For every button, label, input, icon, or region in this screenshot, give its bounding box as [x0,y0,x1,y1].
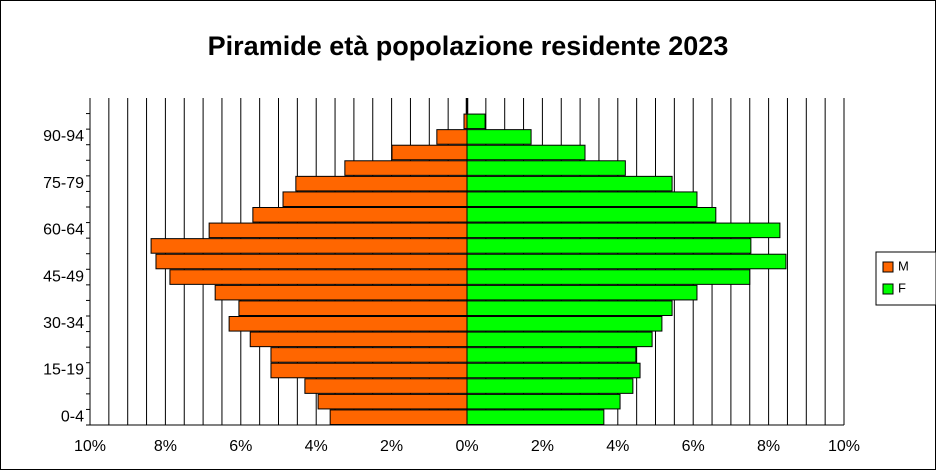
bar [214,284,468,301]
x-tick-label: 0% [455,438,478,455]
bar [238,300,468,316]
bar [249,331,468,348]
legend-swatch [882,261,894,273]
bar [391,144,468,161]
bar [282,191,468,208]
bar [466,362,641,379]
x-tick-label: 6% [229,438,252,455]
bar [466,175,673,192]
bar [466,347,637,363]
y-tick-label: 30-34 [43,315,84,332]
bar [466,331,653,348]
x-tick-label: 4% [305,438,328,455]
x-tick-label: 10% [74,438,106,455]
x-tick-label: 4% [606,438,629,455]
bar [466,160,626,176]
bar [295,175,468,192]
bar [466,316,663,332]
legend-label: F [898,280,906,295]
y-tick-label: 60-64 [43,222,84,239]
bar [270,362,468,379]
bar [304,378,468,394]
x-tick-label: 10% [828,438,860,455]
legend-swatch [882,283,894,295]
bar [466,129,532,145]
bar [270,347,468,363]
bar [466,191,698,208]
y-tick-label: 15-19 [43,362,84,379]
bar [466,144,586,161]
bar [208,222,468,239]
x-tick-label: 6% [682,438,705,455]
bar [466,284,698,301]
x-tick-label: 8% [154,438,177,455]
y-tick-label: 90-94 [43,128,84,145]
x-tick-label: 8% [757,438,780,455]
bar [344,160,468,176]
bar [252,207,468,223]
bar [466,113,486,130]
bar [466,409,605,425]
legend-label: M [898,258,909,273]
bar [228,316,468,332]
x-tick-label: 2% [531,438,554,455]
x-tick-label: 2% [380,438,403,455]
y-tick-label: 45-49 [43,268,84,285]
bar [466,269,751,285]
bar [329,409,468,425]
bar [436,129,468,145]
y-tick-label: 0-4 [61,408,84,425]
bar [466,253,787,270]
bar [466,300,673,316]
bar [466,238,752,254]
bar [317,393,468,410]
bar [150,238,468,254]
chart-title: Piramide età popolazione residente 2023 [208,31,729,61]
bar [466,207,717,223]
bar [466,393,621,410]
legend-box [875,251,936,306]
bar [169,269,468,285]
y-tick-label: 75-79 [43,175,84,192]
bar [155,253,468,270]
bar [466,98,469,114]
bar [466,222,781,239]
bar [466,378,634,394]
